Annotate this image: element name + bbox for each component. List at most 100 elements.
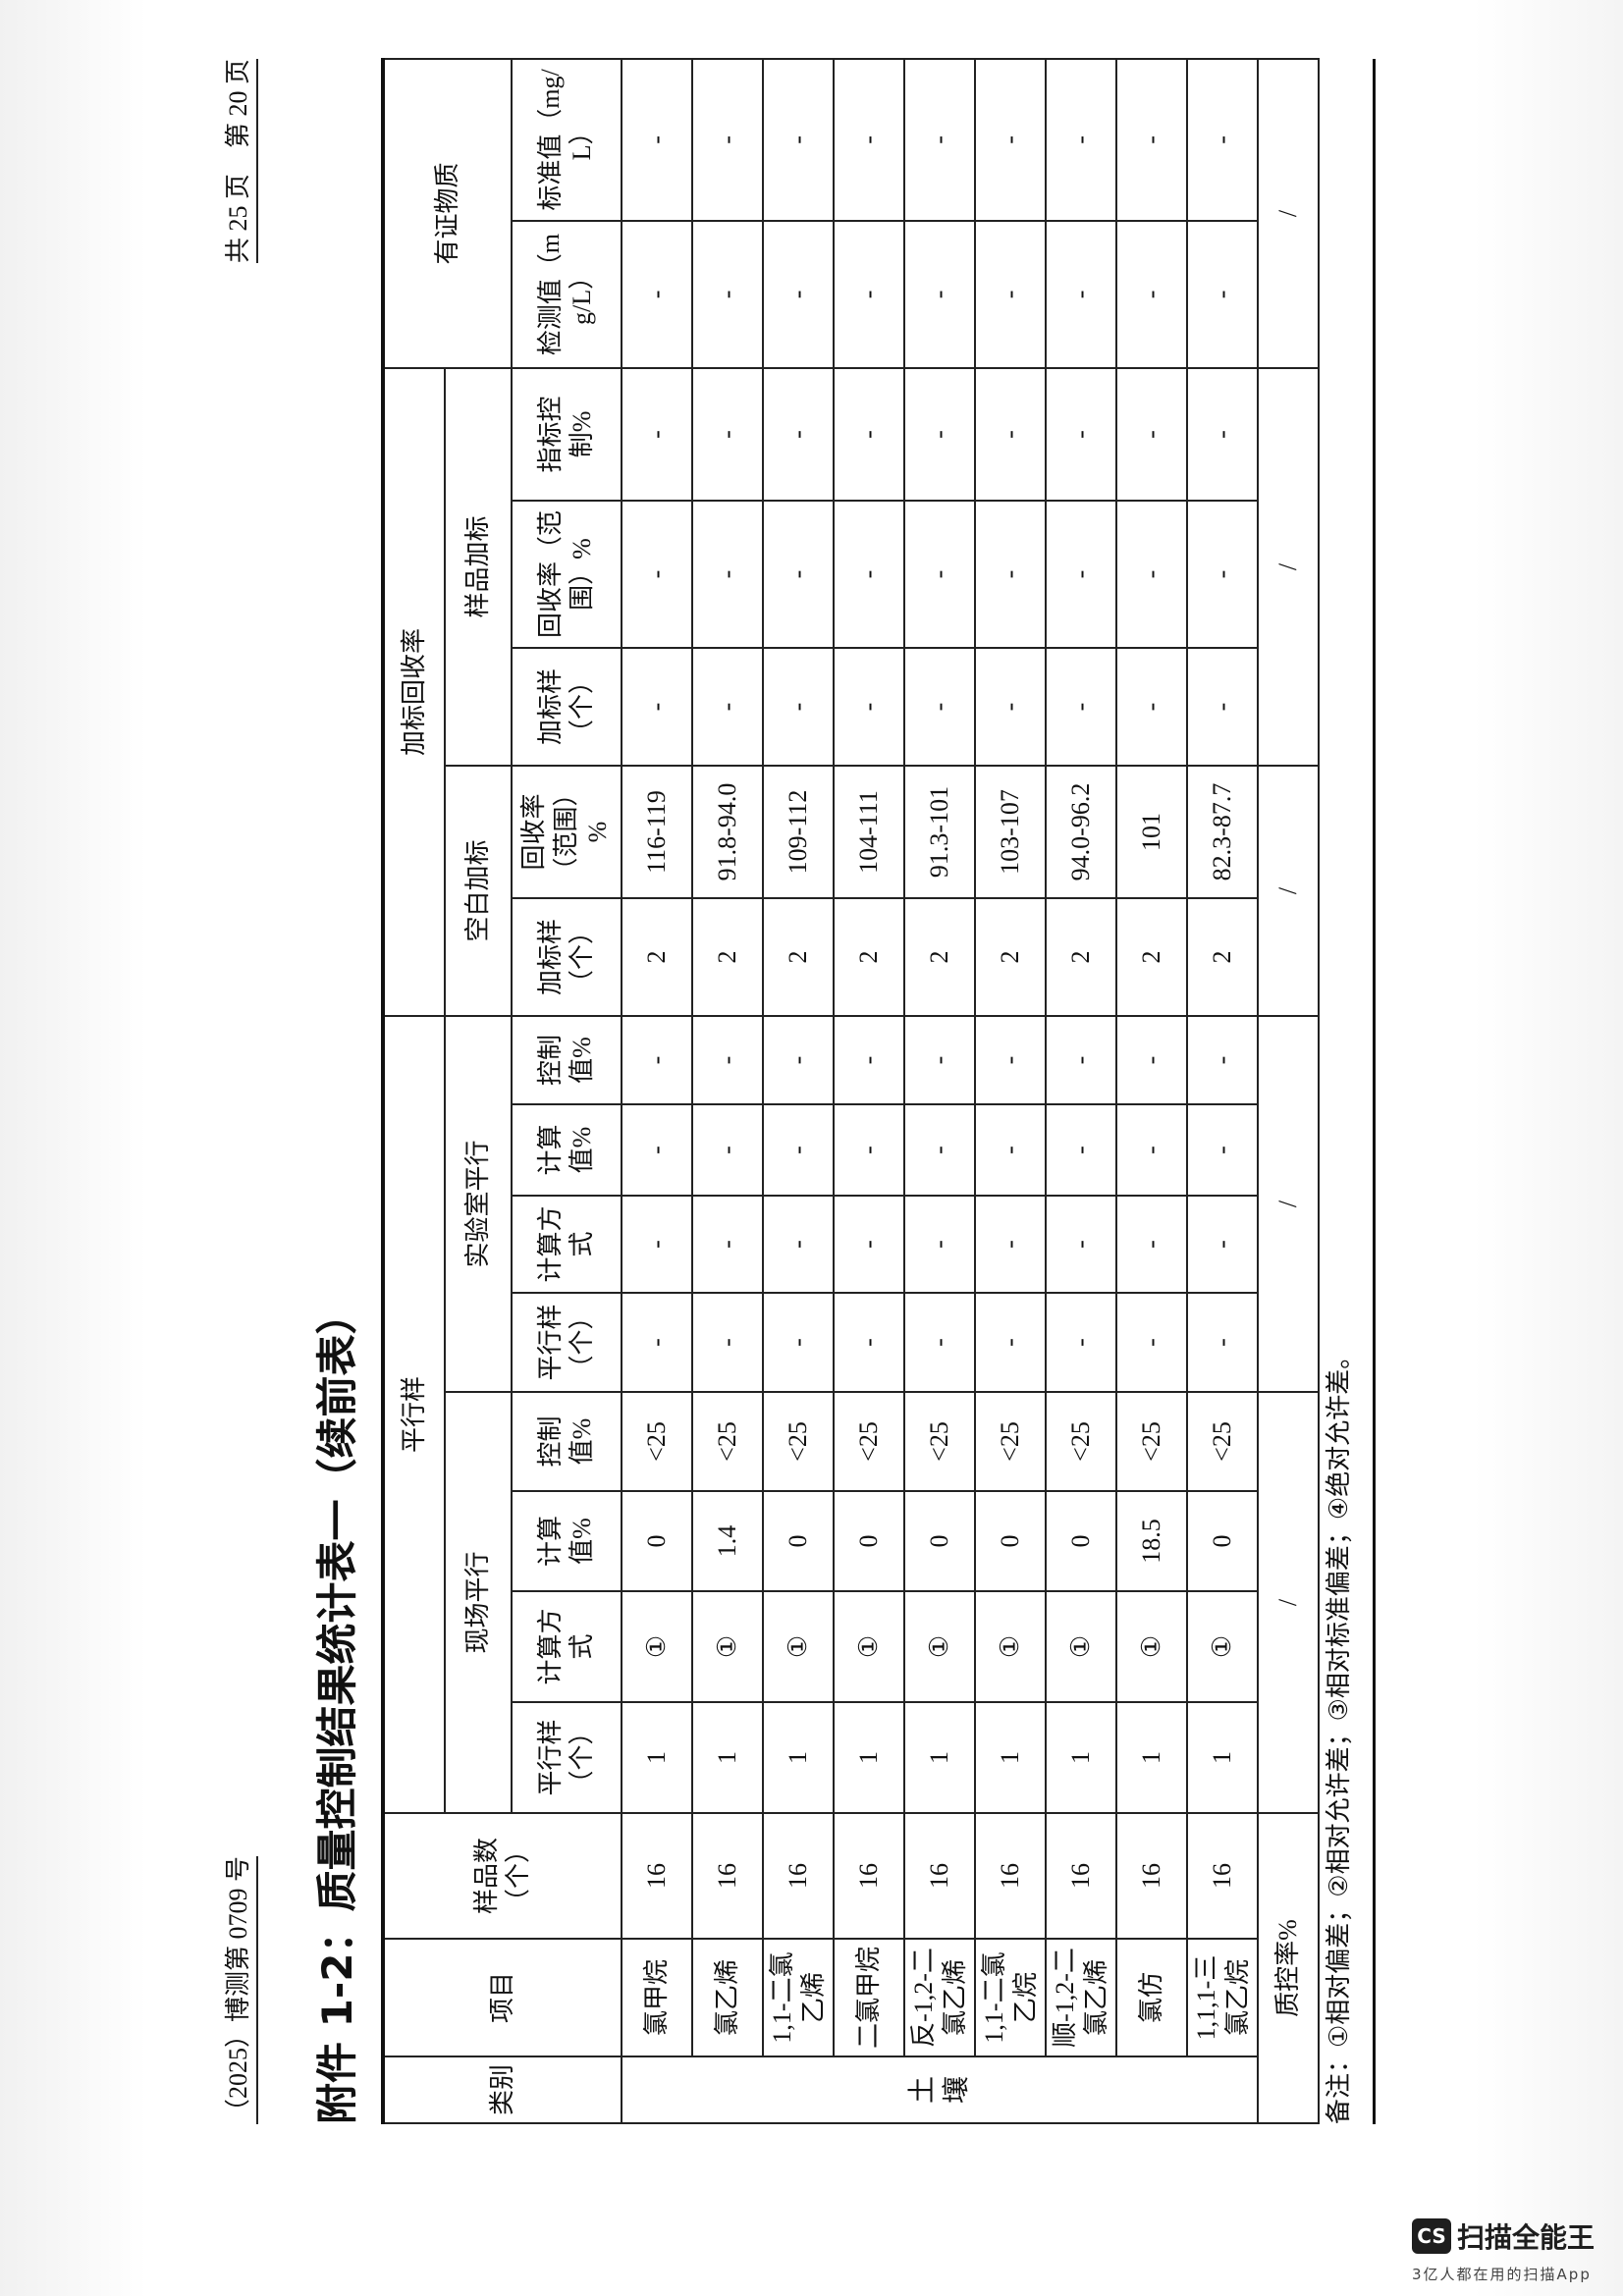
item-cell: 1,1-二氯乙烷: [975, 1939, 1046, 2056]
value-cell: -: [622, 1015, 692, 1104]
value-cell: -: [1187, 1196, 1258, 1293]
value-cell: -: [904, 1196, 975, 1293]
value-cell: 0: [1046, 1491, 1116, 1591]
data-row: 1,1,1-三氯乙烷 16 1 ① 0 <25- - - -2 82.3-87.7- - - - -: [1187, 58, 1258, 2123]
value-cell: ①: [1187, 1591, 1258, 1702]
value-cell: -: [1046, 1196, 1116, 1293]
value-cell: -: [763, 367, 834, 501]
value-cell: 2: [622, 897, 692, 1016]
value-cell: 2: [692, 897, 763, 1016]
value-cell: -: [1116, 367, 1187, 501]
value-cell: 109-112: [763, 765, 834, 898]
header-cell: 样品数（个）: [383, 1813, 622, 1939]
watermark-name: 扫描全能王: [1457, 2221, 1596, 2254]
value-cell: -: [904, 1293, 975, 1392]
value-cell: 101: [1116, 765, 1187, 898]
item-cell: 氯乙烯: [692, 1939, 763, 2056]
value-cell: 1: [1046, 1702, 1116, 1813]
value-cell: -: [975, 500, 1046, 648]
value-cell: -: [622, 367, 692, 501]
header-cell: 计算值%: [512, 1491, 622, 1591]
value-cell: -: [1046, 1015, 1116, 1104]
value-cell: <25: [975, 1392, 1046, 1491]
value-cell: 91.3-101: [904, 765, 975, 898]
value-cell: 0: [1187, 1491, 1258, 1591]
item-cell: 氯仿: [1116, 1939, 1187, 2056]
item-cell: 顺-1,2-二氯乙烯: [1046, 1939, 1116, 2056]
value-cell: <25: [1046, 1392, 1116, 1491]
value-cell: -: [622, 1196, 692, 1293]
value-cell: 2: [1116, 897, 1187, 1016]
value-cell: -: [692, 220, 763, 368]
value-cell: -: [692, 1293, 763, 1392]
value-cell: -: [1046, 58, 1116, 221]
value-cell: 1: [1187, 1702, 1258, 1813]
value-cell: -: [834, 647, 904, 766]
data-row: 1,1-二氯乙烯 16 1 ① 0 <25- - - -2 109-112- - - - -: [763, 58, 834, 2123]
header-cell: 指标控制%: [512, 367, 622, 501]
value-cell: -: [975, 58, 1046, 221]
value-cell: ①: [1116, 1591, 1187, 1702]
value-cell: -: [975, 647, 1046, 766]
value-cell: 2: [904, 897, 975, 1016]
value-cell: -: [1046, 1293, 1116, 1392]
value-cell: -: [975, 220, 1046, 368]
value-cell: 16: [1046, 1813, 1116, 1939]
value-cell: -: [1116, 1293, 1187, 1392]
value-cell: 16: [975, 1813, 1046, 1939]
value-cell: -: [834, 220, 904, 368]
value-cell: -: [763, 500, 834, 648]
value-cell: -: [622, 500, 692, 648]
value-cell: -: [692, 500, 763, 648]
header-cell: 加标样（个）: [512, 647, 622, 766]
header-cell: 计算方式: [512, 1591, 622, 1702]
header-cell: 加标样（个）: [512, 897, 622, 1016]
value-cell: -: [904, 1104, 975, 1196]
value-cell: 2: [1046, 897, 1116, 1016]
qc-table: 类别 项目 样品数（个） 平行样 加标回收率 有证物质 现场平行 实验室平行 空…: [381, 57, 1320, 2124]
value-cell: 0: [834, 1491, 904, 1591]
data-row: 氯乙烯 16 1 ① 1.4 <25- - - -2 91.8-94.0- - - - -: [692, 58, 763, 2123]
value-cell: 0: [763, 1491, 834, 1591]
header-cell: 类别: [383, 2056, 622, 2123]
value-cell: -: [834, 1196, 904, 1293]
value-cell: ①: [834, 1591, 904, 1702]
header-cell: 平行样（个）: [512, 1702, 622, 1813]
qc-value: /: [1258, 367, 1319, 766]
value-cell: 16: [1187, 1813, 1258, 1939]
value-cell: -: [904, 500, 975, 648]
value-cell: 1: [904, 1702, 975, 1813]
value-cell: -: [692, 1196, 763, 1293]
qc-row: 质控率% / / / / /: [1258, 58, 1319, 2123]
value-cell: 16: [834, 1813, 904, 1939]
qc-value: /: [1258, 58, 1319, 368]
header-cell: 回收率（范围）%: [512, 500, 622, 648]
qc-value: /: [1258, 1015, 1319, 1392]
value-cell: ①: [975, 1591, 1046, 1702]
value-cell: -: [975, 367, 1046, 501]
value-cell: -: [1046, 367, 1116, 501]
value-cell: 1: [622, 1702, 692, 1813]
value-cell: -: [834, 1015, 904, 1104]
value-cell: 1: [763, 1702, 834, 1813]
header-cell: 计算值%: [512, 1104, 622, 1196]
value-cell: -: [763, 647, 834, 766]
value-cell: 16: [1116, 1813, 1187, 1939]
header-cell: 回收率（范围）%: [512, 765, 622, 898]
watermark-tagline: 3亿人都在用的扫描App: [1412, 2266, 1592, 2283]
item-cell: 氯甲烷: [622, 1939, 692, 2056]
value-cell: -: [692, 1104, 763, 1196]
data-row: 顺-1,2-二氯乙烯 16 1 ① 0 <25- - - -2 94.0-96.2- - - - -: [1046, 58, 1116, 2123]
value-cell: 0: [904, 1491, 975, 1591]
value-cell: -: [1116, 500, 1187, 648]
header-cell: 空白加标: [445, 765, 512, 1016]
value-cell: 0: [622, 1491, 692, 1591]
data-row: 反-1,2-二氯乙烯 16 1 ① 0 <25- - - -2 91.3-101- - - - -: [904, 58, 975, 2123]
header-cell: 平行样（个）: [512, 1293, 622, 1392]
value-cell: -: [975, 1015, 1046, 1104]
value-cell: -: [1187, 1015, 1258, 1104]
